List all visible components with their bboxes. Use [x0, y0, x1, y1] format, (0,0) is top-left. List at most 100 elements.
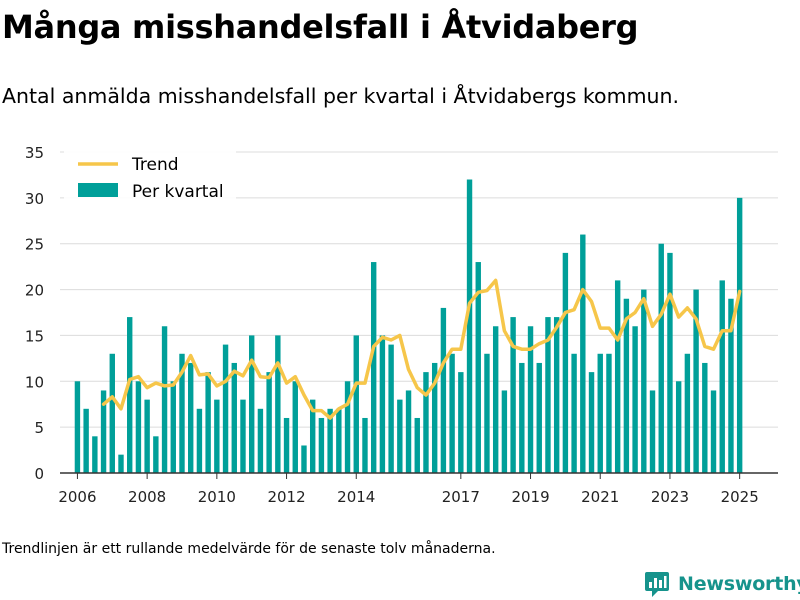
y-tick-label: 15 — [25, 327, 44, 345]
bar — [266, 372, 272, 473]
y-tick-label: 35 — [25, 144, 44, 162]
bar — [571, 353, 577, 473]
bar — [580, 234, 586, 473]
bar — [257, 408, 264, 473]
legend-bar-swatch — [78, 183, 118, 197]
bar — [597, 353, 603, 473]
bar — [196, 408, 203, 473]
bar — [188, 362, 194, 473]
bar — [135, 381, 142, 473]
y-tick-label: 0 — [34, 465, 44, 483]
legend-background — [64, 150, 236, 213]
bar — [240, 399, 246, 473]
bar — [431, 362, 438, 473]
chart-title: Många misshandelsfall i Åtvidaberg — [2, 8, 639, 46]
legend-bar-label: Per kvartal — [132, 182, 224, 202]
y-tick-label: 5 — [34, 419, 44, 437]
footnote: Trendlinjen är ett rullande medelvärde f… — [2, 541, 496, 557]
y-tick-label: 20 — [25, 282, 44, 300]
x-tick-label: 2025 — [721, 488, 759, 506]
bar — [309, 399, 316, 473]
x-tick-label: 2021 — [581, 488, 619, 506]
bar — [553, 317, 560, 473]
bar — [632, 326, 638, 473]
bar — [336, 408, 342, 473]
legend-trend-label: Trend — [131, 155, 179, 175]
bar — [675, 381, 682, 473]
bar — [231, 362, 237, 473]
bar — [118, 454, 124, 473]
bar — [614, 280, 621, 473]
bar — [702, 362, 708, 473]
bar — [449, 353, 455, 473]
bar — [275, 335, 281, 473]
bar — [214, 399, 220, 473]
bar — [423, 372, 429, 473]
x-tick-label: 2023 — [651, 488, 689, 506]
bar — [475, 262, 481, 473]
bar — [344, 381, 351, 473]
bar — [170, 381, 176, 473]
x-tick-label: 2008 — [128, 488, 166, 506]
bar — [458, 372, 464, 473]
bar — [74, 381, 81, 473]
bar — [710, 390, 717, 473]
x-tick-label: 2019 — [511, 488, 549, 506]
bar — [545, 317, 551, 473]
bar — [562, 252, 569, 473]
bar — [667, 252, 673, 473]
x-tick-label: 2006 — [58, 488, 96, 506]
bar — [127, 317, 133, 473]
bar — [388, 344, 394, 473]
bar — [501, 390, 508, 473]
legend: Trend Per kvartal — [64, 150, 236, 213]
bar — [492, 326, 499, 473]
chart-subtitle: Antal anmälda misshandelsfall per kvarta… — [2, 84, 680, 108]
bar — [353, 335, 359, 473]
bar — [658, 243, 664, 473]
x-tick-label: 2017 — [442, 488, 480, 506]
bar — [100, 390, 107, 473]
bar — [318, 417, 325, 473]
bar — [728, 298, 734, 473]
x-tick-label: 2014 — [337, 488, 375, 506]
bar — [109, 353, 115, 473]
bar — [292, 381, 298, 473]
bar — [405, 390, 412, 473]
y-tick-label: 30 — [25, 190, 44, 208]
x-tick-label: 2010 — [198, 488, 236, 506]
bar — [301, 445, 307, 473]
bar — [144, 399, 150, 473]
bar — [510, 317, 516, 473]
newsworthy-logo-icon — [645, 572, 669, 597]
bar — [519, 362, 525, 473]
brand-name: Newsworthy — [678, 573, 800, 595]
bar — [719, 280, 725, 473]
bar — [527, 326, 534, 473]
bar — [736, 197, 743, 473]
bar — [222, 344, 229, 473]
bar — [179, 353, 185, 473]
bar — [205, 372, 211, 473]
bar — [92, 436, 98, 473]
bar — [414, 417, 420, 473]
bar — [536, 362, 542, 473]
trend-layer — [101, 278, 742, 420]
bar — [83, 408, 89, 473]
bar — [588, 372, 595, 473]
bar — [397, 399, 403, 473]
bar — [379, 335, 386, 473]
bar — [440, 307, 447, 473]
bar — [370, 262, 377, 473]
bar — [606, 353, 612, 473]
brand-logo[interactable]: Newsworthy — [644, 569, 800, 599]
bar — [693, 289, 699, 473]
y-tick-label: 10 — [25, 373, 44, 391]
bar — [649, 390, 656, 473]
bar — [484, 353, 490, 473]
bar — [248, 335, 255, 473]
bar — [641, 289, 647, 473]
trend-line — [101, 278, 742, 420]
